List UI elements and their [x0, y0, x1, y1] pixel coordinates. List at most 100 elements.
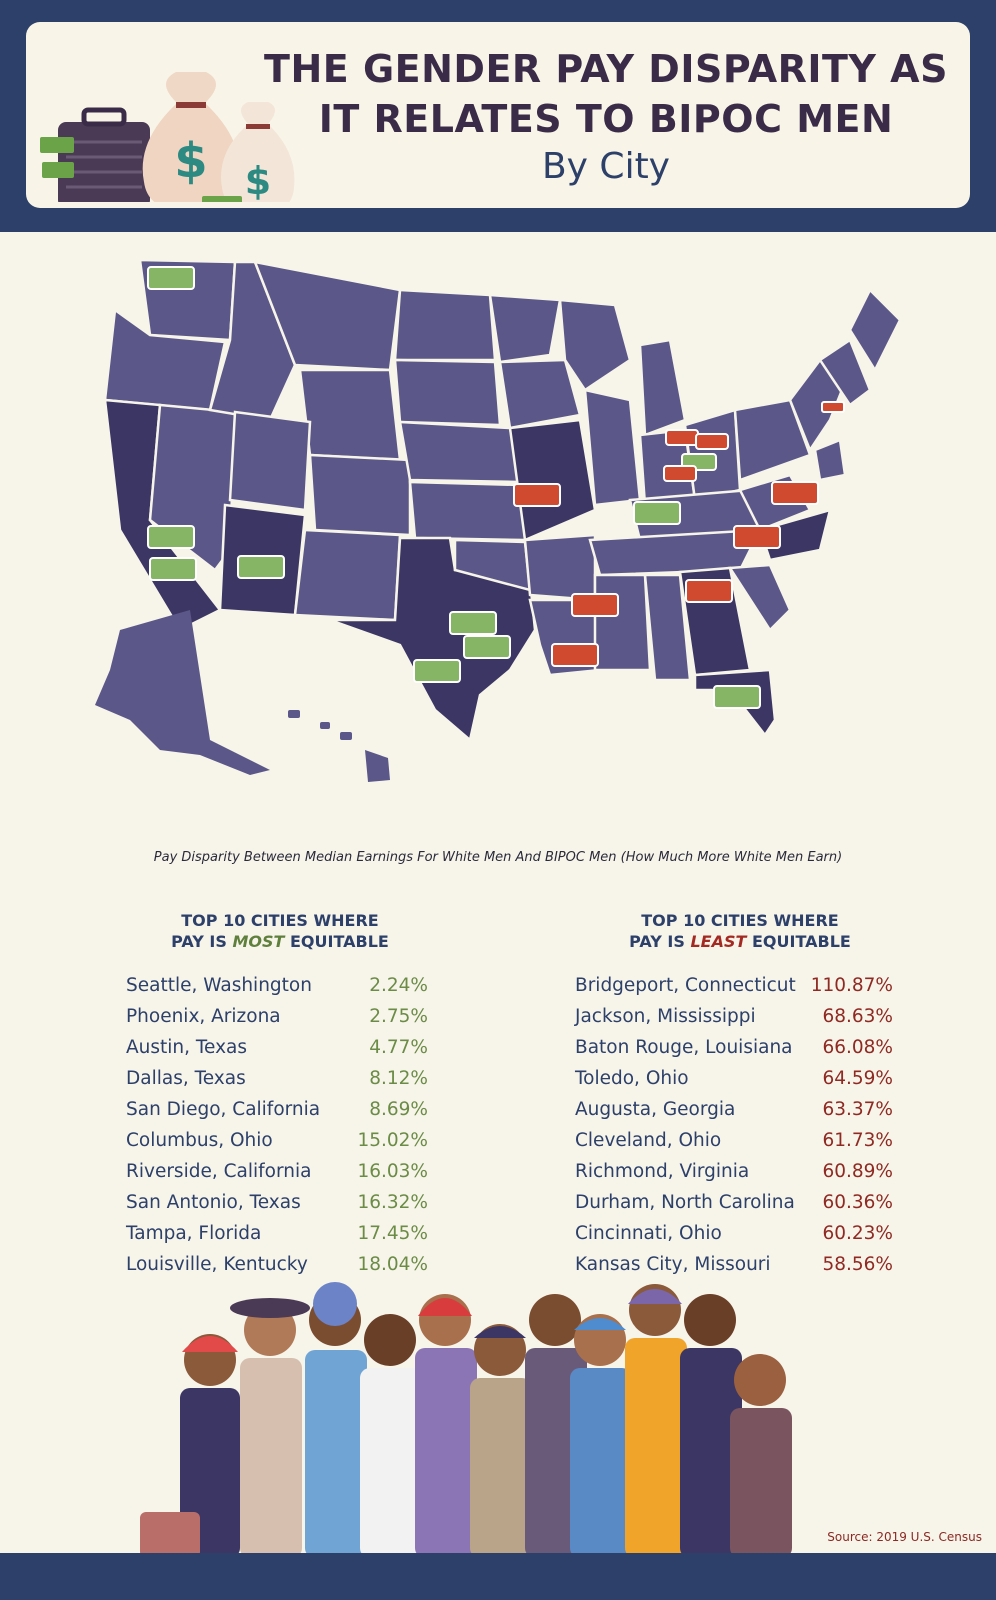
- title-line-2: IT RELATES TO BIPOC MEN: [318, 97, 894, 141]
- map-markers: [147, 266, 845, 709]
- person-figure: [730, 1354, 792, 1558]
- pay-gap-value: 110.87%: [810, 975, 893, 996]
- dollar-bill-icon: [413, 659, 461, 683]
- pay-gap-value: 60.36%: [822, 1192, 893, 1213]
- person-figure: [305, 1282, 367, 1558]
- dollar-bill-icon: [147, 525, 195, 549]
- heading-line-2: PAY IS LEAST EQUITABLE: [560, 931, 920, 952]
- pay-gap-value: 4.77%: [369, 1037, 428, 1058]
- city-name: Baton Rouge, Louisiana: [575, 1037, 793, 1058]
- list-item: Austin, Texas 4.77%: [110, 1032, 450, 1063]
- most-equitable-list: TOP 10 CITIES WHERE PAY IS MOST EQUITABL…: [110, 910, 450, 1280]
- most-equitable-heading: TOP 10 CITIES WHERE PAY IS MOST EQUITABL…: [110, 910, 450, 952]
- dollar-bill-icon: [551, 643, 599, 667]
- list-item: Toledo, Ohio 64.59%: [560, 1063, 920, 1094]
- list-item: Augusta, Georgia 63.37%: [560, 1094, 920, 1125]
- heading-line-1: TOP 10 CITIES WHERE: [641, 911, 839, 930]
- least-equitable-heading: TOP 10 CITIES WHERE PAY IS LEAST EQUITAB…: [560, 910, 920, 952]
- person-figure: [230, 1298, 310, 1558]
- heading-emphasis: LEAST: [690, 932, 747, 951]
- person-figure: [680, 1294, 742, 1558]
- hawaii-shape: [288, 710, 390, 782]
- workers-illustration: [140, 1282, 792, 1558]
- pay-gap-value: 60.23%: [822, 1223, 893, 1244]
- city-name: San Diego, California: [126, 1099, 321, 1120]
- person-figure: [470, 1324, 532, 1558]
- city-name: San Antonio, Texas: [126, 1192, 301, 1213]
- least-equitable-list: TOP 10 CITIES WHERE PAY IS LEAST EQUITAB…: [560, 910, 920, 1280]
- dollar-bill-icon: [449, 611, 497, 635]
- city-name: Seattle, Washington: [126, 975, 312, 996]
- page-title: THE GENDER PAY DISPARITY AS IT RELATES T…: [246, 44, 966, 144]
- list-item: Cincinnati, Ohio 60.23%: [560, 1218, 920, 1249]
- dollar-bill-icon: [665, 429, 699, 446]
- list-item: San Antonio, Texas 16.32%: [110, 1187, 450, 1218]
- city-name: Richmond, Virginia: [575, 1161, 750, 1182]
- dollar-bill-icon: [149, 557, 197, 581]
- city-name: Austin, Texas: [126, 1037, 248, 1058]
- svg-text:$: $: [245, 159, 271, 202]
- list-item: Dallas, Texas 8.12%: [110, 1063, 450, 1094]
- pay-gap-value: 16.32%: [357, 1192, 428, 1213]
- city-name: Louisville, Kentucky: [126, 1254, 308, 1275]
- dollar-bill-icon: [685, 579, 733, 603]
- map-caption: Pay Disparity Between Median Earnings Fo…: [153, 850, 843, 865]
- list-item: Phoenix, Arizona 2.75%: [110, 1001, 450, 1032]
- money-illustration: $ $: [40, 72, 295, 202]
- person-figure: [360, 1314, 422, 1558]
- pay-gap-value: 58.56%: [822, 1254, 893, 1275]
- pay-gap-value: 68.63%: [822, 1006, 893, 1027]
- pay-gap-value: 17.45%: [357, 1223, 428, 1244]
- dollar-bill-icon: [663, 465, 697, 482]
- title-line-1: THE GENDER PAY DISPARITY AS: [264, 47, 948, 91]
- dollar-bill-icon: [237, 555, 285, 579]
- us-map: [95, 258, 902, 782]
- dollar-bill-icon: [733, 525, 781, 549]
- briefcase-icon: [140, 1512, 200, 1558]
- list-item: Durham, North Carolina 60.36%: [560, 1187, 920, 1218]
- page-subtitle: By City: [541, 146, 670, 187]
- heading-line-1: TOP 10 CITIES WHERE: [181, 911, 379, 930]
- city-name: Toledo, Ohio: [575, 1068, 689, 1089]
- dollar-bill-icon: [713, 685, 761, 709]
- pay-gap-value: 60.89%: [822, 1161, 893, 1182]
- pay-gap-value: 61.73%: [822, 1130, 893, 1151]
- city-name: Augusta, Georgia: [575, 1099, 736, 1120]
- dollar-bill-icon: [571, 593, 619, 617]
- least-equitable-rows: Bridgeport, Connecticut 110.87% Jackson, …: [560, 970, 920, 1280]
- heading-line-2: PAY IS MOST EQUITABLE: [110, 931, 450, 952]
- list-item: Bridgeport, Connecticut 110.87%: [560, 970, 920, 1001]
- dollar-bill-icon: [821, 401, 845, 413]
- heading-post: EQUITABLE: [284, 932, 389, 951]
- dollar-bill-icon: [513, 483, 561, 507]
- city-name: Kansas City, Missouri: [575, 1254, 771, 1275]
- money-bag-icon: $: [142, 72, 240, 202]
- city-name: Cincinnati, Ohio: [575, 1223, 722, 1244]
- person-figure: [570, 1314, 632, 1558]
- svg-text:$: $: [174, 133, 207, 189]
- list-item: Tampa, Florida 17.45%: [110, 1218, 450, 1249]
- list-item: San Diego, California 8.69%: [110, 1094, 450, 1125]
- most-equitable-rows: Seattle, Washington 2.24% Phoenix, Arizon…: [110, 970, 450, 1280]
- briefcase-icon: [40, 107, 150, 202]
- source-note: Source: 2019 U.S. Census: [827, 1530, 982, 1544]
- person-figure: [415, 1294, 477, 1558]
- header-card: $ $ THE GENDER PAY DISPARITY AS IT RELAT…: [26, 22, 970, 208]
- pay-gap-value: 8.69%: [369, 1099, 428, 1120]
- dollar-bill-icon: [695, 433, 729, 450]
- city-name: Durham, North Carolina: [575, 1192, 795, 1213]
- footer-band: [0, 1553, 996, 1600]
- list-item: Jackson, Mississippi 68.63%: [560, 1001, 920, 1032]
- city-name: Dallas, Texas: [126, 1068, 246, 1089]
- pay-gap-value: 2.24%: [369, 975, 428, 996]
- list-item: Baton Rouge, Louisiana 66.08%: [560, 1032, 920, 1063]
- dollar-bill-icon: [771, 481, 819, 505]
- heading-post: EQUITABLE: [746, 932, 851, 951]
- heading-emphasis: MOST: [232, 932, 285, 951]
- list-item: Columbus, Ohio 15.02%: [110, 1125, 450, 1156]
- pay-gap-value: 18.04%: [357, 1254, 428, 1275]
- city-name: Phoenix, Arizona: [126, 1006, 281, 1027]
- city-name: Tampa, Florida: [126, 1223, 262, 1244]
- alaska-shape: [95, 610, 270, 775]
- city-name: Cleveland, Ohio: [575, 1130, 722, 1151]
